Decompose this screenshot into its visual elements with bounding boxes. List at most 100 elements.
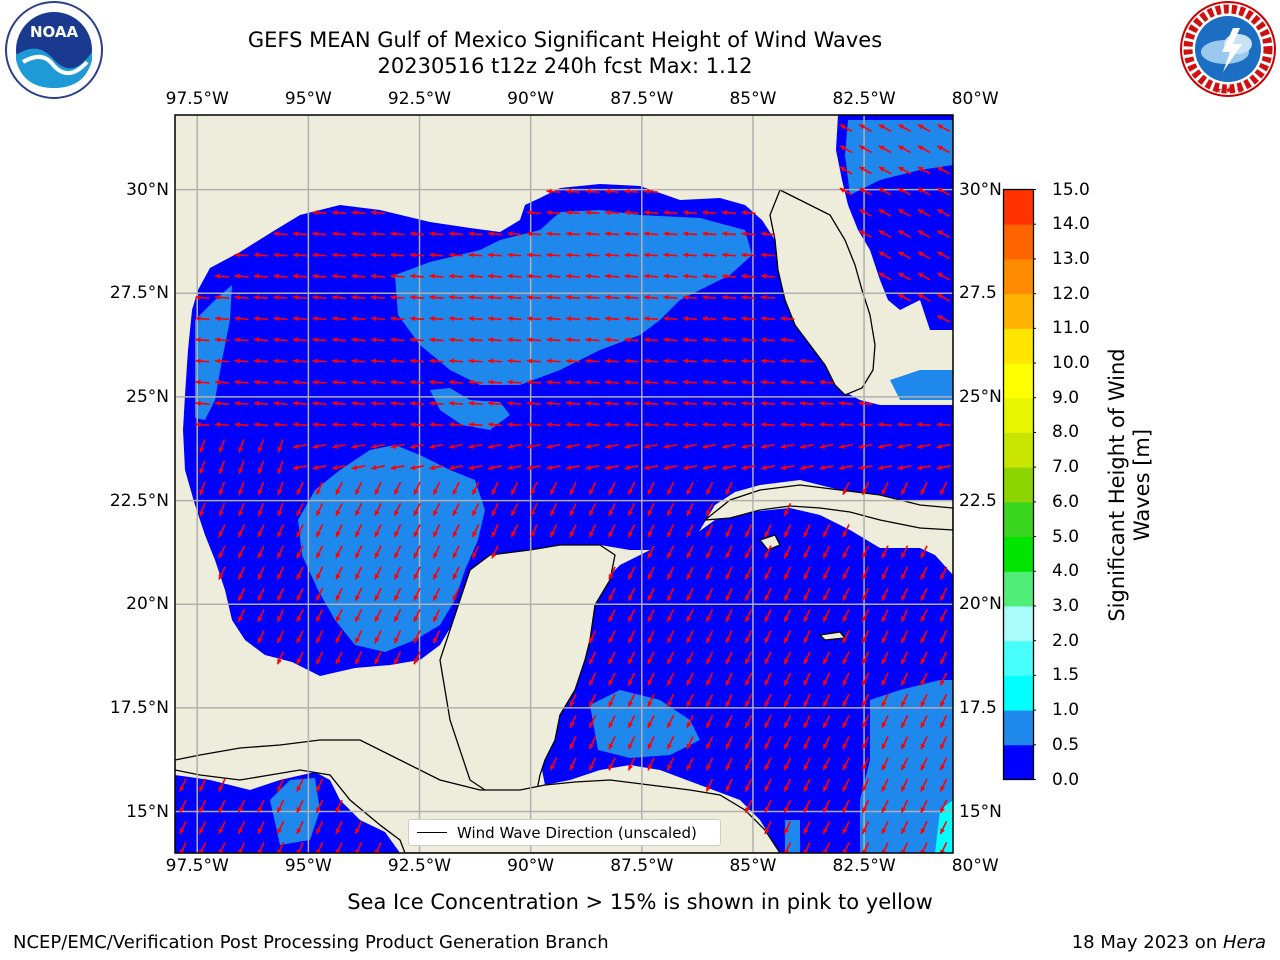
wave-arrow — [565, 422, 581, 428]
wave-arrow — [900, 714, 909, 729]
wave-arrow — [783, 566, 792, 580]
wave-arrow — [624, 188, 639, 195]
wave-arrow — [468, 337, 483, 343]
wave-arrow — [647, 714, 655, 729]
wave-arrow — [940, 842, 948, 853]
wave-arrow — [273, 231, 288, 237]
wave-arrow — [351, 231, 366, 237]
wave-arrow — [393, 566, 402, 580]
wave-arrow — [799, 443, 815, 449]
wave-arrow — [842, 736, 850, 750]
wave-arrow — [257, 587, 265, 602]
wave-arrow — [842, 799, 850, 814]
wave-arrow — [218, 842, 226, 853]
wave-arrow — [354, 566, 363, 580]
wave-arrow — [179, 820, 187, 835]
wave-arrow — [565, 379, 581, 385]
wave-arrow — [429, 273, 444, 279]
wave-arrow — [936, 166, 951, 175]
y-tick-left: 25°N — [126, 386, 169, 407]
wave-arrow — [238, 481, 245, 496]
wave-arrow — [429, 231, 444, 237]
wave-arrow — [526, 231, 542, 237]
wave-arrow — [780, 337, 795, 343]
wave-arrow — [920, 630, 928, 644]
wave-arrow — [624, 443, 639, 449]
wave-arrow — [429, 379, 444, 385]
wave-arrow — [764, 672, 772, 686]
wave-arrow — [374, 566, 382, 580]
wave-arrow — [627, 651, 636, 665]
wave-arrow — [273, 294, 288, 301]
wave-arrow — [429, 400, 444, 407]
wave-arrow — [374, 502, 382, 517]
x-tick-bottom: 90°W — [507, 856, 555, 876]
wave-arrow — [861, 630, 870, 644]
wave-arrow — [760, 231, 776, 237]
wave-arrow — [549, 481, 558, 496]
wave-arrow — [643, 422, 659, 428]
wave-arrow — [390, 422, 405, 428]
wave-arrow — [939, 630, 948, 644]
wave-arrow — [877, 465, 893, 471]
wave-arrow — [468, 316, 483, 322]
wave-arrow — [917, 251, 931, 260]
wave-arrow — [588, 693, 597, 708]
wave-arrow — [432, 545, 441, 559]
wave-arrow — [277, 460, 284, 475]
wave-arrow — [858, 443, 873, 449]
wave-arrow — [585, 231, 600, 237]
wave-arrow — [881, 820, 889, 835]
wave-arrow — [744, 799, 753, 814]
wave-arrow — [822, 736, 831, 750]
wave-arrow — [292, 273, 308, 279]
wave-arrow — [413, 651, 421, 665]
wave-arrow — [839, 187, 853, 196]
wave-arrow — [939, 566, 948, 580]
wave-arrow — [351, 400, 366, 407]
wave-arrow — [409, 400, 425, 407]
wave-arrow — [218, 460, 226, 475]
wave-arrow — [429, 465, 444, 471]
x-tick-top: 87.5°W — [610, 89, 674, 109]
wave-arrow — [881, 630, 889, 644]
wave-arrow — [546, 465, 561, 471]
wave-arrow — [237, 799, 246, 814]
wave-arrow — [799, 400, 815, 407]
wave-arrow — [861, 757, 870, 771]
footer-host: Hera — [1222, 932, 1266, 953]
wave-arrow — [702, 231, 717, 237]
wave-arrow — [760, 273, 776, 279]
wave-arrow — [546, 358, 561, 364]
wave-arrow — [253, 252, 269, 258]
wave-arrow — [312, 252, 327, 258]
wave-arrow — [764, 714, 772, 729]
wave-arrow — [822, 714, 831, 729]
wave-arrow — [195, 358, 210, 364]
wave-arrow — [799, 422, 815, 428]
wave-arrow — [390, 273, 405, 279]
wave-arrow — [682, 422, 698, 428]
wave-arrow — [390, 379, 405, 385]
wave-arrow — [468, 443, 483, 449]
wave-arrow — [881, 566, 889, 580]
wave-arrow — [370, 210, 386, 216]
wave-arrow — [468, 252, 483, 258]
wave-arrow — [627, 502, 636, 517]
wave-arrow — [721, 294, 737, 301]
wave-arrow — [487, 443, 503, 449]
wave-arrow — [624, 231, 639, 237]
wave-arrow — [471, 524, 480, 538]
wave-arrow — [705, 693, 714, 708]
wave-arrow — [881, 672, 889, 686]
colorbar-segment — [1003, 363, 1034, 399]
colorbar-tick-label: 15.0 — [1052, 179, 1090, 200]
wave-arrow — [374, 481, 382, 496]
wave-arrow — [374, 587, 382, 602]
wave-arrow — [604, 379, 620, 385]
x-tick-bottom: 97.5°W — [165, 856, 229, 876]
y-tick-right: 17.5 — [959, 697, 997, 718]
wave-arrow — [624, 379, 639, 385]
wave-arrow — [276, 566, 285, 580]
colorbar-segment — [1003, 258, 1034, 295]
